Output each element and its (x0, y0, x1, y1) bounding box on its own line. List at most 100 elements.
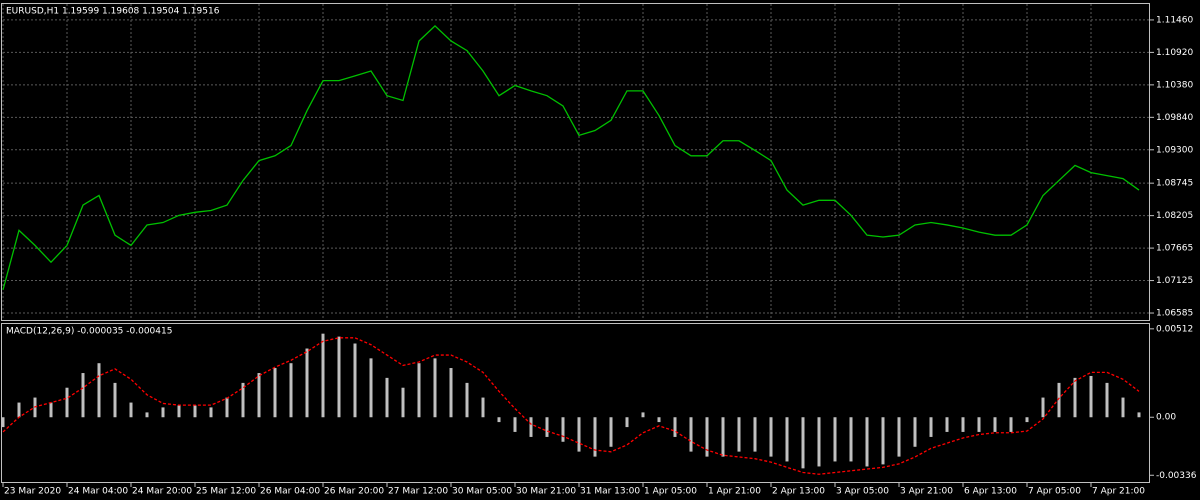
macd-panel-frame (1, 323, 1150, 483)
histogram-bar (321, 333, 325, 418)
histogram-bar (209, 407, 213, 418)
y-tick-label: 1.09300 (1156, 145, 1193, 155)
histogram-bar (353, 343, 357, 418)
signal-line (2, 337, 1140, 475)
histogram-bar (337, 336, 341, 418)
price-line (2, 25, 1140, 291)
y-tick-label: 1.06585 (1156, 309, 1193, 319)
histogram-bar (561, 417, 565, 442)
x-tick-label: 30 Mar 21:00 (516, 487, 576, 497)
histogram-bar (865, 417, 869, 467)
histogram-bar (305, 348, 309, 418)
y-tick-label: 1.08205 (1156, 211, 1193, 221)
x-tick-label: 27 Mar 12:00 (388, 487, 448, 497)
histogram-bar (625, 417, 629, 428)
x-tick-label: 2 Apr 13:00 (772, 487, 825, 497)
histogram-bar (17, 402, 21, 418)
price-panel-frame (1, 3, 1150, 321)
histogram-bar (961, 417, 965, 432)
x-tick-label: 3 Apr 21:00 (900, 487, 953, 497)
histogram-bar (113, 382, 117, 418)
histogram-bar (657, 417, 661, 423)
histogram-bar (497, 417, 501, 423)
histogram-bar (817, 417, 821, 467)
x-tick-label: 31 Mar 13:00 (580, 487, 640, 497)
histogram-bar (465, 382, 469, 418)
histogram-bar (1041, 397, 1045, 418)
histogram-bar (1073, 377, 1077, 418)
histogram-bar (257, 373, 261, 418)
histogram-bar (49, 402, 53, 418)
histogram-bar (225, 397, 229, 418)
histogram-bar (529, 417, 533, 437)
histogram-bar (641, 412, 645, 418)
y-tick-label: 1.08745 (1156, 179, 1193, 189)
histogram-bar (737, 417, 741, 452)
x-tick-label: 24 Mar 20:00 (132, 487, 192, 497)
histogram-bar (177, 405, 181, 418)
histogram-bar (881, 417, 885, 465)
x-tick-label: 25 Mar 12:00 (196, 487, 256, 497)
histogram-bar (401, 387, 405, 418)
histogram-bar (593, 417, 597, 457)
histogram-bar (161, 407, 165, 418)
histogram-bar (65, 387, 69, 418)
histogram-bar (833, 417, 837, 462)
histogram-bar (1089, 375, 1093, 418)
y-tick-label: 1.07125 (1156, 276, 1193, 286)
histogram-bar (753, 417, 757, 452)
histogram-bar (481, 397, 485, 418)
y-tick-label: 1.10380 (1156, 80, 1193, 90)
x-tick-label: 7 Apr 21:00 (1092, 487, 1145, 497)
histogram-bar (1137, 412, 1141, 418)
histogram-bar (721, 417, 725, 457)
y-tick-label: 0.00 (1156, 413, 1176, 423)
histogram-bar (977, 417, 981, 432)
x-tick-label: 30 Mar 05:00 (452, 487, 512, 497)
histogram-bar (1057, 382, 1061, 418)
histogram-bar (769, 417, 773, 457)
y-tick-label: 0.00512 (1156, 324, 1193, 334)
histogram-bar (241, 382, 245, 418)
histogram-bar (369, 358, 373, 418)
chart-title: EURUSD,H1 1.19599 1.19608 1.19504 1.1951… (6, 7, 220, 17)
histogram-bar (81, 373, 85, 418)
histogram-bar (145, 412, 149, 418)
histogram-bar (801, 417, 805, 469)
histogram-bar (673, 417, 677, 437)
histogram-bar (1105, 382, 1109, 418)
histogram-bar (129, 402, 133, 418)
histogram-bar (945, 417, 949, 432)
histogram-bar (577, 417, 581, 452)
histogram-bar (433, 358, 437, 418)
x-tick-label: 7 Apr 05:00 (1028, 487, 1081, 497)
histogram-bar (1121, 397, 1125, 418)
x-tick-label: 23 Mar 2020 (4, 487, 61, 497)
histogram-bar (689, 417, 693, 452)
histogram-bar (913, 417, 917, 447)
histogram-bar (545, 417, 549, 437)
histogram-bar (1, 417, 5, 428)
y-tick-label: 1.09840 (1156, 113, 1193, 123)
histogram-bar (449, 368, 453, 418)
x-tick-label: 6 Apr 13:00 (964, 487, 1017, 497)
histogram-bar (849, 417, 853, 462)
y-tick-label: 1.11460 (1156, 15, 1193, 25)
histogram-bar (1025, 417, 1029, 423)
histogram-bar (785, 417, 789, 462)
histogram-bar (609, 417, 613, 447)
y-tick-label: -0.00336 (1156, 471, 1197, 481)
x-tick-label: 1 Apr 05:00 (644, 487, 697, 497)
histogram-bar (97, 363, 101, 418)
histogram-bar (929, 417, 933, 437)
macd-title: MACD(12,26,9) -0.000035 -0.000415 (6, 327, 172, 337)
histogram-bar (273, 368, 277, 418)
y-tick-label: 1.07665 (1156, 244, 1193, 254)
x-tick-label: 24 Mar 04:00 (68, 487, 128, 497)
histogram-bar (993, 417, 997, 432)
x-tick-label: 26 Mar 20:00 (324, 487, 384, 497)
x-tick-label: 1 Apr 21:00 (708, 487, 761, 497)
histogram-bar (289, 363, 293, 418)
